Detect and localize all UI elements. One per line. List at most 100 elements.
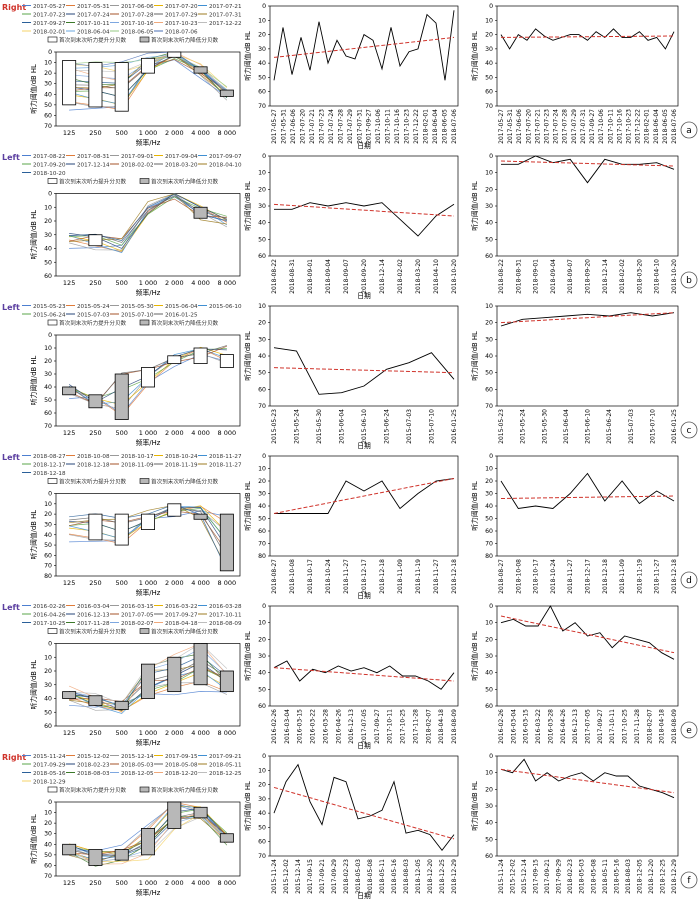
y-tick-label: 60 bbox=[44, 112, 52, 119]
legend-date: 2015-07-03 bbox=[77, 313, 110, 319]
y-tick-label: 50 bbox=[258, 370, 266, 377]
y-tick-label: 70 bbox=[485, 541, 493, 548]
legend-date: 2018-08-09 bbox=[209, 621, 242, 627]
legend-date: 2015-12-02 bbox=[77, 754, 110, 760]
date-tick-label: 2017-10-11 bbox=[387, 709, 394, 744]
date-tick-label: 2018-06-04 bbox=[653, 109, 660, 144]
date-tick-label: 2018-08-09 bbox=[671, 709, 678, 744]
date-tick-label: 2017-07-05 bbox=[585, 709, 592, 744]
legend-date: 2018-02-02 bbox=[121, 163, 154, 169]
y-tick-label: 60 bbox=[485, 703, 493, 710]
date-tick-label: 2017-07-29 bbox=[571, 109, 578, 144]
trend-xlabel: 日期 bbox=[357, 742, 371, 750]
date-tick-label: 2018-12-14 bbox=[379, 259, 386, 294]
freq-tick-label: 500 bbox=[116, 129, 128, 137]
legend-date: 2016-03-28 bbox=[209, 604, 242, 610]
freq-tick-label: 2 000 bbox=[165, 879, 184, 887]
y-tick-label: 60 bbox=[485, 386, 493, 393]
freq-tick-label: 1 000 bbox=[139, 129, 158, 137]
legend-date: 2016-01-25 bbox=[165, 313, 198, 319]
y-tick-label: 0 bbox=[262, 753, 266, 760]
y-tick-label: 30 bbox=[485, 336, 493, 343]
date-tick-label: 2017-09-29 bbox=[331, 859, 338, 894]
freq-tick-label: 250 bbox=[89, 879, 101, 887]
y-tick-label: 10 bbox=[485, 770, 493, 777]
legend-date: 2017-10-11 bbox=[77, 21, 110, 27]
date-tick-label: 2018-02-01 bbox=[423, 109, 430, 144]
trend-frame bbox=[269, 755, 459, 857]
date-tick-label: 2018-11-27 bbox=[654, 559, 661, 594]
decline-box bbox=[193, 513, 208, 520]
date-tick-label: 2018-12-20 bbox=[427, 859, 434, 894]
legend-date: 2016-03-04 bbox=[77, 604, 110, 610]
improvement-box bbox=[114, 513, 129, 546]
date-tick-label: 2017-05-31 bbox=[507, 109, 514, 144]
linear-trend-line bbox=[500, 35, 675, 38]
freq-tick-label: 4 000 bbox=[191, 429, 210, 437]
legend-date: 2017-09-21 bbox=[209, 754, 242, 760]
date-tick-label: 2018-12-29 bbox=[671, 859, 678, 894]
legend-date: 2017-10-11 bbox=[209, 613, 242, 619]
date-tick-label: 2018-11-27 bbox=[433, 559, 440, 594]
linear-trend-line bbox=[500, 495, 675, 499]
y-tick-label: 10 bbox=[44, 60, 52, 67]
date-tick-label: 2016-03-04 bbox=[284, 709, 291, 744]
panel-letter-badge bbox=[680, 571, 698, 589]
trend-frame bbox=[269, 5, 459, 107]
freq-tick-label: 1 000 bbox=[139, 729, 158, 737]
date-tick-label: 2018-02-23 bbox=[567, 859, 574, 894]
y-tick-label: 30 bbox=[258, 46, 266, 53]
date-tick-label: 2017-10-06 bbox=[598, 109, 605, 144]
date-tick-label: 2017-07-31 bbox=[580, 109, 587, 144]
legend-date: 2017-09-29 bbox=[33, 763, 66, 769]
date-tick-label: 2017-12-22 bbox=[413, 109, 420, 144]
date-tick-label: 2018-09-20 bbox=[361, 259, 368, 294]
legend-date: 2017-09-01 bbox=[121, 154, 154, 160]
legend-date: 2017-07-29 bbox=[165, 13, 198, 19]
audiogram-panel-a: Right 2017-05-27 2017-05-31 2017-06-06 2017-… bbox=[2, 3, 242, 147]
legend-date: 2017-07-28 bbox=[121, 13, 154, 19]
panel-letter: f bbox=[687, 876, 691, 886]
legend-date: 2017-10-25 bbox=[33, 621, 66, 627]
date-tick-label: 2016-02-26 bbox=[498, 709, 505, 744]
y-tick-label: 40 bbox=[44, 91, 52, 98]
date-tick-label: 2017-07-20 bbox=[299, 109, 306, 144]
date-tick-label: 2017-10-25 bbox=[400, 709, 407, 744]
date-tick-label: 2018-05-11 bbox=[379, 859, 386, 894]
legend-down-box bbox=[139, 786, 150, 793]
legend-date: 2016-04-26 bbox=[33, 613, 66, 619]
y-tick-label: 0 bbox=[262, 603, 266, 610]
y-tick-label: 30 bbox=[44, 831, 52, 838]
date-tick-label: 2018-07-06 bbox=[671, 109, 678, 144]
threshold-series-line bbox=[500, 312, 675, 327]
date-tick-label: 2018-05-11 bbox=[602, 859, 609, 894]
date-tick-label: 2018-10-20 bbox=[451, 259, 458, 294]
audiogram-panel-f: Right 2015-11-24 2015-12-02 2015-12-14 2017-… bbox=[2, 753, 242, 897]
freq-tick-label: 1 000 bbox=[139, 579, 158, 587]
y-tick-label: 60 bbox=[258, 528, 266, 535]
date-tick-label: 2018-12-17 bbox=[585, 559, 592, 594]
legend-up-label: 首次到末次听力提升分贝数 bbox=[59, 178, 127, 186]
panel-letter: b bbox=[686, 276, 692, 286]
linear-trend-line bbox=[273, 667, 455, 682]
threshold-series-line bbox=[273, 763, 455, 852]
linear-trend-line bbox=[273, 786, 455, 840]
legend-date: 2016-02-26 bbox=[33, 604, 66, 610]
date-tick-label: 2015-06-24 bbox=[384, 409, 391, 444]
legend-date: 2017-06-06 bbox=[121, 4, 154, 10]
date-tick-label: 2018-08-27 bbox=[271, 559, 278, 594]
improvement-box bbox=[62, 60, 77, 106]
y-tick-label: 60 bbox=[258, 703, 266, 710]
date-tick-label: 2018-09-01 bbox=[307, 259, 314, 294]
trend-ylabel: 听力阈值/dB HL bbox=[243, 331, 252, 381]
audiogram-frame bbox=[55, 801, 241, 877]
date-tick-label: 2017-05-27 bbox=[498, 109, 505, 144]
audiogram-ylabel: 听力阈值/dB HL bbox=[29, 660, 38, 710]
y-tick-label: 50 bbox=[485, 74, 493, 81]
date-tick-label: 2015-12-02 bbox=[283, 859, 290, 894]
freq-tick-label: 1 000 bbox=[139, 279, 158, 287]
date-tick-label: 2017-09-21 bbox=[544, 859, 551, 894]
y-tick-label: 70 bbox=[44, 563, 52, 570]
y-tick-label: 10 bbox=[44, 810, 52, 817]
